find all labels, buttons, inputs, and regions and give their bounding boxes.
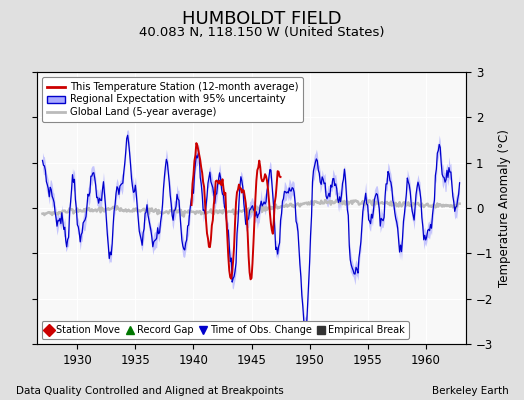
Text: HUMBOLDT FIELD: HUMBOLDT FIELD [182, 10, 342, 28]
Legend: Station Move, Record Gap, Time of Obs. Change, Empirical Break: Station Move, Record Gap, Time of Obs. C… [41, 321, 409, 339]
Text: Data Quality Controlled and Aligned at Breakpoints: Data Quality Controlled and Aligned at B… [16, 386, 283, 396]
Y-axis label: Temperature Anomaly (°C): Temperature Anomaly (°C) [498, 129, 510, 287]
Text: Berkeley Earth: Berkeley Earth [432, 386, 508, 396]
Text: 40.083 N, 118.150 W (United States): 40.083 N, 118.150 W (United States) [139, 26, 385, 39]
